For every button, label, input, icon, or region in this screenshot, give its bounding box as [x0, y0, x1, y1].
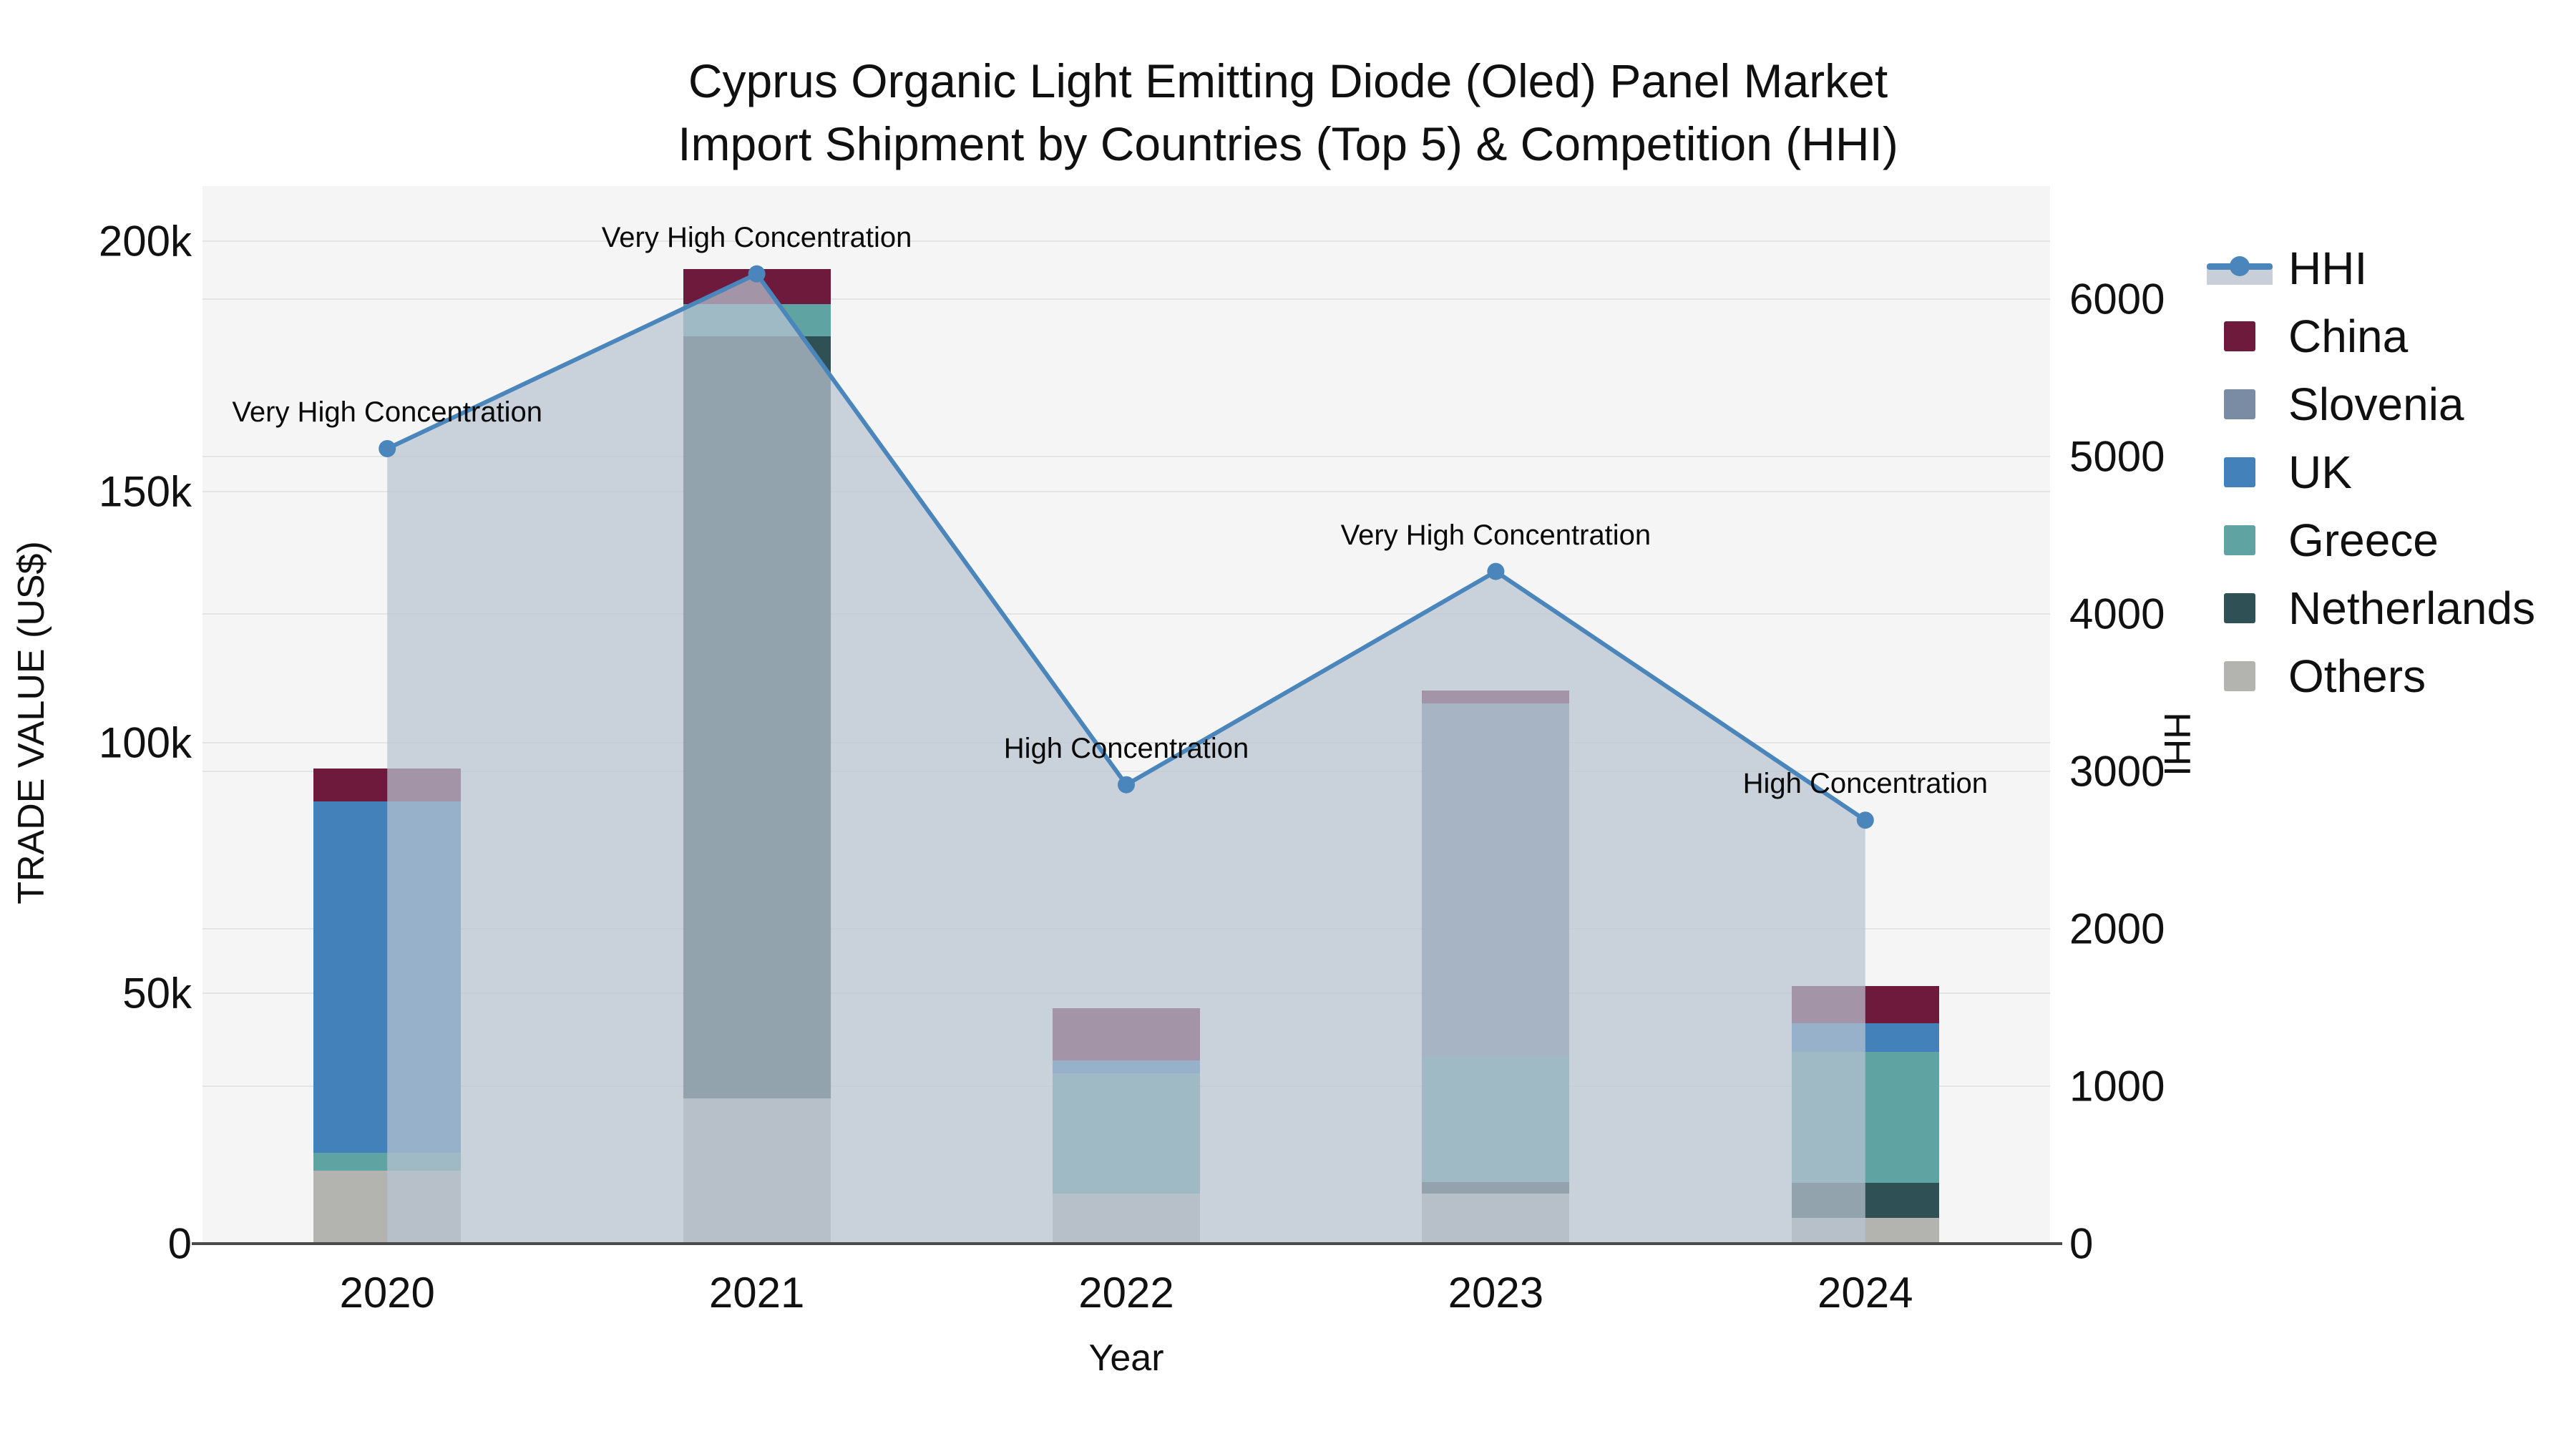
chart-title-line2: Import Shipment by Countries (Top 5) & C… — [678, 117, 1898, 170]
y-right-tick-label: 1000 — [2069, 1062, 2165, 1111]
chart-title-line1: Cyprus Organic Light Emitting Diode (Ole… — [688, 54, 1888, 107]
hhi-marker-2020 — [379, 440, 396, 457]
y-left-tick-label: 150k — [98, 467, 192, 516]
plot-area — [203, 186, 2050, 1244]
annotation-2021: Very High Concentration — [601, 221, 912, 253]
x-tick-label-2023: 2023 — [1448, 1269, 1544, 1317]
legend-label-hhi: HHI — [2288, 243, 2368, 294]
hhi-marker-2023 — [1487, 562, 1505, 580]
legend-item-netherlands[interactable]: Netherlands — [2190, 576, 2562, 640]
legend-swatch-slovenia-icon — [2224, 389, 2255, 419]
legend-swatch-netherlands-icon — [2224, 593, 2255, 623]
legend-item-others[interactable]: Others — [2190, 644, 2562, 708]
y-axis-right-title: HHI — [2156, 712, 2197, 776]
gridline-right-axis — [203, 613, 2050, 615]
legend-item-china[interactable]: China — [2190, 304, 2562, 369]
legend-label-greece: Greece — [2288, 514, 2439, 566]
y-left-tick-label: 100k — [98, 718, 192, 766]
legend-label-netherlands: Netherlands — [2288, 582, 2536, 634]
hhi-legend-sample-icon — [2207, 252, 2273, 285]
legend-label-slovenia: Slovenia — [2288, 379, 2464, 430]
x-axis-title: Year — [1088, 1337, 1164, 1379]
y-right-tick-label: 4000 — [2069, 590, 2165, 638]
x-tick-label-2022: 2022 — [1078, 1269, 1174, 1317]
gridline-right-axis — [203, 771, 2050, 772]
hhi-marker-2024 — [1856, 811, 1874, 829]
annotation-2022: High Concentration — [1003, 732, 1249, 764]
annotation-2023: Very High Concentration — [1340, 519, 1652, 551]
y-left-tick-label: 0 — [167, 1219, 192, 1268]
y-right-tick-label: 2000 — [2069, 904, 2165, 953]
legend-label-others: Others — [2288, 650, 2426, 702]
x-axis-line — [192, 1242, 2062, 1245]
legend-item-greece[interactable]: Greece — [2190, 508, 2562, 572]
gridline-left-axis — [203, 240, 2050, 242]
x-tick-label-2020: 2020 — [339, 1269, 435, 1317]
legend-item-uk[interactable]: UK — [2190, 440, 2562, 504]
hhi-marker-2022 — [1118, 776, 1135, 794]
legend-label-uk: UK — [2288, 447, 2352, 498]
legend-swatch-greece-icon — [2224, 525, 2255, 555]
legend-swatch-china-icon — [2224, 321, 2255, 351]
annotation-2024: High Concentration — [1742, 768, 1989, 800]
y-left-tick-label: 50k — [122, 969, 192, 1018]
hhi-marker-2021 — [748, 265, 766, 283]
y-left-tick-label: 200k — [98, 217, 192, 265]
gridline-left-axis — [203, 741, 2050, 743]
y-right-tick-label: 0 — [2069, 1219, 2094, 1268]
annotation-2020: Very High Concentration — [232, 396, 542, 428]
gridline-right-axis — [203, 298, 2050, 300]
y-right-tick-label: 6000 — [2069, 275, 2165, 323]
y-right-tick-label: 3000 — [2069, 747, 2165, 796]
hhi-marker-dot-icon — [2230, 256, 2250, 276]
legend-swatch-others-icon — [2224, 661, 2255, 691]
legend-item-hhi[interactable]: HHI — [2190, 236, 2562, 301]
gridline-right-axis — [203, 456, 2050, 457]
legend-item-slovenia[interactable]: Slovenia — [2190, 372, 2562, 436]
x-tick-label-2024: 2024 — [1818, 1269, 1913, 1317]
legend-label-china: China — [2288, 311, 2409, 362]
y-axis-left-title: TRADE VALUE (US$) — [11, 541, 52, 904]
hhi-line-overlay — [379, 265, 1874, 1244]
gridline-left-axis — [203, 491, 2050, 493]
hhi-area-fill — [387, 273, 1865, 1244]
legend-swatch-uk-icon — [2224, 457, 2255, 487]
x-tick-label-2021: 2021 — [708, 1269, 805, 1317]
y-right-tick-label: 5000 — [2069, 432, 2165, 481]
